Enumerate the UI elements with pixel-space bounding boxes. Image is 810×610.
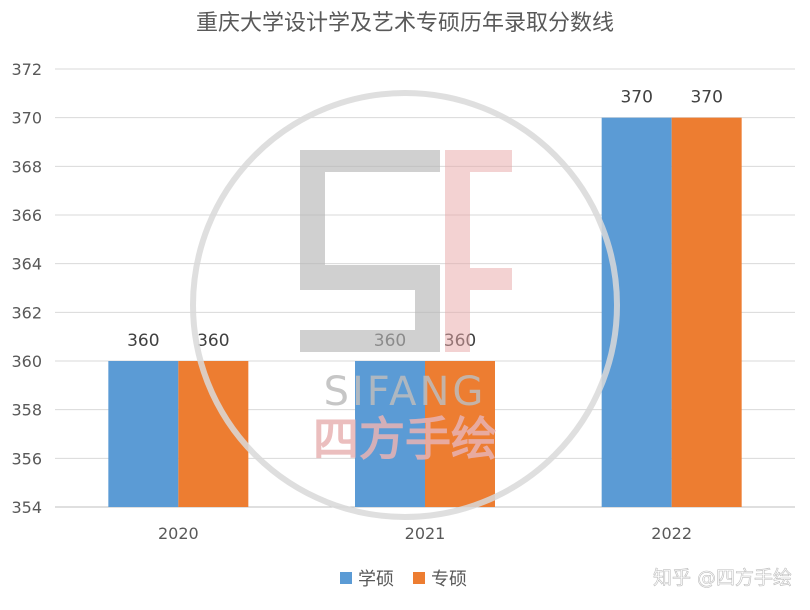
data-label: 370	[690, 88, 722, 108]
watermark-brand-cn: 四方手绘	[313, 412, 497, 466]
chart-title: 重庆大学设计学及艺术专硕历年录取分数线	[196, 11, 614, 36]
watermark: SIFANG 四方手绘	[190, 90, 620, 520]
data-label: 370	[620, 88, 652, 108]
y-axis-ticks: 354 356 358 360 362 364 366 368 370 372	[11, 60, 42, 517]
y-tick-label: 358	[11, 401, 42, 420]
y-tick-label: 354	[11, 498, 42, 517]
watermark-logo	[300, 150, 512, 352]
bars	[108, 117, 742, 508]
y-tick-label: 362	[11, 303, 42, 322]
credit-text: 知乎 @四方手绘	[653, 567, 792, 589]
x-tick-label: 2021	[405, 524, 446, 543]
data-label: 360	[127, 331, 159, 351]
data-label: 360	[197, 331, 229, 351]
y-tick-label: 366	[11, 206, 42, 225]
legend-swatch-series-1	[340, 572, 352, 584]
bar-2021-series-1	[355, 361, 425, 507]
bar-2022-series-1	[601, 117, 672, 508]
bar-2022-series-2	[671, 117, 742, 508]
y-tick-label: 370	[11, 109, 42, 128]
y-tick-label: 360	[11, 352, 42, 371]
y-tick-label: 372	[11, 60, 42, 79]
watermark-brand-latin: SIFANG	[324, 369, 487, 415]
watermark-circle	[190, 90, 620, 520]
y-tick-label: 356	[11, 449, 42, 468]
legend-swatch-series-2	[413, 572, 425, 584]
legend-label-series-1: 学硕	[358, 569, 394, 590]
y-tick-label: 368	[11, 157, 42, 176]
x-axis-ticks: 2020 2021 2022	[158, 524, 692, 543]
y-tick-label: 364	[11, 255, 42, 274]
legend: 学硕 专硕	[340, 569, 467, 590]
legend-label-series-2: 专硕	[431, 569, 467, 590]
bar-2021-series-2	[425, 361, 495, 507]
x-tick-label: 2020	[158, 524, 199, 543]
bar-2020-series-1	[108, 361, 179, 507]
x-tick-label: 2022	[651, 524, 692, 543]
